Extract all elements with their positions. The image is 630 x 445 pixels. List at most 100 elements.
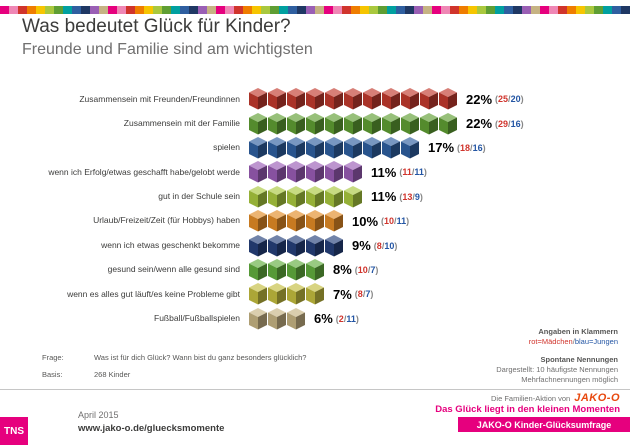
cube-icon: [325, 161, 343, 183]
chart-row: wenn ich etwas geschenkt bekomme 9% (8/10): [0, 233, 630, 257]
strip-square: [612, 6, 621, 14]
cube-icon: [420, 112, 438, 135]
strip-square: [441, 6, 450, 14]
strip-square: [450, 6, 459, 14]
cube-icon: [249, 258, 267, 281]
method-note-line1: Dargestellt: 10 häufigste Nennungen: [496, 365, 618, 375]
bar-value: 22%: [466, 116, 493, 132]
bar-detail: (10/7): [354, 264, 379, 275]
bar-value: 7%: [333, 286, 352, 302]
cube-icon: [249, 88, 267, 110]
chart-row: Urlaub/Freizeit/Zeit (für Hobbys) haben 1…: [0, 209, 630, 233]
category-label: wenn ich Erfolg/etwas geschafft habe/gel…: [48, 166, 240, 177]
bar-detail: (2/11): [335, 313, 359, 324]
cube-icon: [249, 283, 267, 305]
strip-square: [504, 6, 513, 14]
cube-icon: [401, 136, 419, 159]
cube-icon: [439, 88, 457, 110]
cube-icon: [268, 283, 286, 305]
cube-icon: [344, 88, 362, 110]
strip-square: [144, 6, 153, 14]
cube-icon: [249, 161, 267, 183]
chart-row: wenn ich Erfolg/etwas geschafft habe/gel…: [0, 160, 630, 184]
strip-square: [18, 6, 27, 14]
strip-square: [333, 6, 342, 14]
strip-square: [378, 6, 387, 14]
strip-square: [225, 6, 234, 14]
bar: [248, 258, 324, 282]
bar-value: 22%: [466, 91, 493, 107]
strip-square: [513, 6, 522, 14]
cube-icon: [287, 112, 305, 135]
strip-square: [9, 6, 18, 14]
bar-value: 11%: [371, 189, 397, 205]
cube-icon: [287, 88, 305, 110]
category-label: Zusammensein mit der Familie: [123, 117, 240, 128]
strip-square: [27, 6, 36, 14]
strip-square: [63, 6, 72, 14]
strip-square: [243, 6, 252, 14]
bar-value: 9%: [352, 238, 371, 254]
cube-icon: [268, 234, 286, 257]
strip-square: [0, 6, 9, 14]
bar-detail: (8/10): [373, 240, 398, 251]
strip-square: [108, 6, 117, 14]
strip-square: [423, 6, 432, 14]
cube-icon: [268, 307, 286, 330]
strip-square: [396, 6, 405, 14]
cube-icon: [249, 136, 267, 159]
cube-icon: [268, 185, 286, 208]
cube-icon: [363, 136, 381, 159]
bar-detail: (25/20): [495, 94, 524, 105]
legend-note-title: Angaben in Klammern: [538, 327, 618, 336]
bar-detail: (8/7): [354, 289, 374, 300]
strip-square: [261, 6, 270, 14]
strip-square: [351, 6, 360, 14]
cube-icon: [306, 112, 324, 135]
chart-row: Zusammensein mit Freunden/Freundinnen 22%…: [0, 87, 630, 111]
method-note: Spontane Nennungen Dargestellt: 10 häufi…: [496, 355, 618, 385]
cube-icon: [287, 210, 305, 232]
cube-icon: [287, 307, 305, 330]
strip-square: [594, 6, 603, 14]
strip-square: [117, 6, 126, 14]
category-label: wenn ich etwas geschenkt bekomme: [101, 239, 240, 250]
cube-icon: [249, 210, 267, 232]
strip-square: [270, 6, 279, 14]
bar: [248, 209, 343, 233]
cube-icon: [306, 234, 324, 257]
cube-icon: [268, 88, 286, 110]
strip-square: [45, 6, 54, 14]
cube-icon: [249, 234, 267, 257]
strip-square: [180, 6, 189, 14]
strip-square: [522, 6, 531, 14]
strip-square: [486, 6, 495, 14]
basis-label: Basis:: [42, 369, 63, 379]
method-note-title: Spontane Nennungen: [540, 355, 619, 364]
strip-square: [72, 6, 81, 14]
strip-square: [99, 6, 108, 14]
bar: [248, 234, 343, 258]
legend-sep: /: [572, 337, 575, 347]
bar-value: 8%: [333, 262, 352, 278]
strip-square: [540, 6, 549, 14]
strip-square: [477, 6, 486, 14]
question-label: Frage:: [42, 353, 64, 362]
category-label: spielen: [213, 142, 240, 153]
cube-icon: [268, 210, 286, 232]
strip-square: [198, 6, 207, 14]
decorative-strip: [0, 6, 630, 14]
cube-icon: [382, 136, 400, 159]
cube-icon: [325, 210, 343, 232]
family-action: Die Familien-Aktion von JAKO-O: [491, 392, 620, 404]
category-label: gut in der Schule sein: [158, 191, 240, 202]
cube-icon: [325, 234, 343, 257]
cube-icon: [344, 112, 362, 135]
cube-icon: [325, 88, 343, 110]
cube-icon: [382, 112, 400, 135]
category-label: wenn es alles gut läuft/es keine Problem…: [67, 288, 240, 299]
bar: [248, 307, 305, 331]
cube-icon: [344, 136, 362, 159]
cube-icon: [268, 112, 286, 135]
